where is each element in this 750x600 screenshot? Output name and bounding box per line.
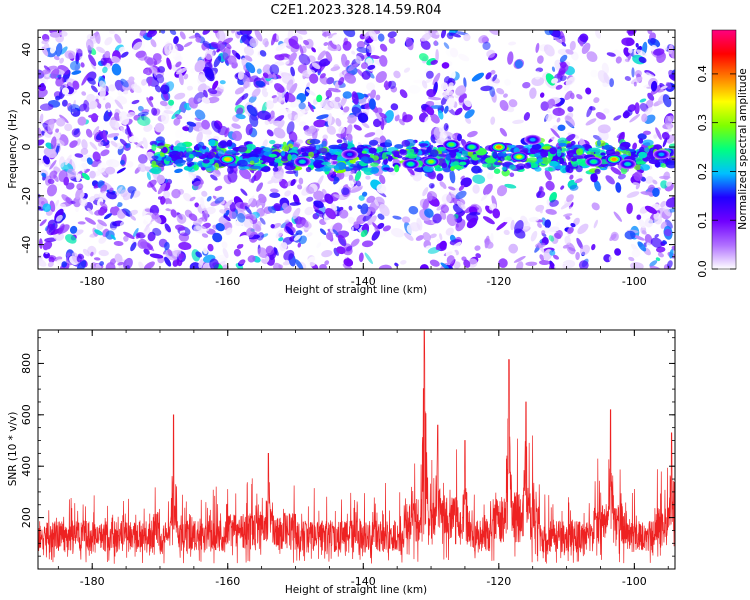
- hotspot-12: [619, 159, 637, 170]
- y-tick-label: 600: [20, 404, 33, 425]
- hotspot-7: [490, 142, 508, 153]
- x-tick-label: -160: [215, 575, 240, 588]
- snr-frame: [37, 329, 676, 570]
- y-tick-label: -40: [20, 236, 33, 254]
- spectrogram-y-label: Frequency (Hz): [7, 109, 19, 188]
- hotspot-8: [510, 151, 528, 162]
- snr-y-label: SNR (10 * v/v): [7, 412, 19, 487]
- spectrogram-ticks: -180 -160 -140 -120 -100 -40 -20 0 20 40: [20, 30, 675, 288]
- y-tick-label: 400: [20, 456, 33, 477]
- hotspot-10: [585, 156, 603, 167]
- colorbar-tick-label: 0.0: [696, 260, 709, 278]
- colorbar-tick-label: 0.2: [696, 163, 709, 181]
- y-tick-label: 200: [20, 507, 33, 528]
- y-tick-label: 0: [20, 144, 33, 151]
- hotspot-9: [524, 134, 542, 145]
- hotspot-13: [652, 149, 670, 160]
- colorbar-tick-label: 0.1: [696, 211, 709, 229]
- colorbar-tick-label: 0.4: [696, 65, 709, 83]
- x-tick-label: -120: [486, 275, 511, 288]
- y-tick-label: -20: [20, 187, 33, 205]
- hotspot-2: [341, 149, 359, 160]
- y-tick-label: 40: [20, 43, 33, 57]
- snr-ticks: -180 -160 -140 -120 -100 200 400 600 800: [20, 330, 675, 588]
- hotspot-3: [402, 159, 420, 170]
- x-tick-label: -140: [351, 575, 376, 588]
- spectrogram-x-label: Height of straight line (km): [285, 284, 427, 296]
- hotspot-5: [442, 139, 460, 150]
- x-tick-label: -140: [351, 275, 376, 288]
- spectrogram-hotspots: [219, 134, 670, 170]
- colorbar-gradient: [712, 30, 736, 269]
- y-tick-label: 800: [20, 353, 33, 374]
- hotspot-1: [293, 156, 311, 167]
- x-tick-label: -120: [486, 575, 511, 588]
- spectrogram-panel: -180 -160 -140 -120 -100 -40 -20 0 20 40 Height o…: [7, 29, 676, 296]
- snr-series-line: [38, 330, 675, 564]
- hotspot-4: [422, 156, 440, 167]
- x-tick-label: -160: [215, 275, 240, 288]
- snr-x-label: Height of straight line (km): [285, 584, 427, 596]
- hotspot-0: [219, 154, 237, 165]
- snr-panel: -180 -160 -140 -120 -100 200 400 600 800 Height …: [7, 329, 676, 596]
- y-tick-label: 20: [20, 91, 33, 105]
- colorbar: 0.0 0.1 0.2 0.3 0.4 Normalized spectral ampl…: [696, 29, 749, 278]
- x-tick-label: -100: [622, 275, 647, 288]
- hotspot-11: [605, 154, 623, 165]
- spectrogram-image: [38, 30, 675, 269]
- colorbar-ticks: 0.0 0.1 0.2 0.3 0.4: [696, 65, 736, 278]
- x-tick-label: -100: [622, 575, 647, 588]
- spectrogram-frame: [37, 29, 676, 270]
- colorbar-frame: [711, 29, 737, 270]
- x-tick-label: -180: [80, 275, 105, 288]
- colorbar-label: Normalized spectral amplitude: [737, 68, 749, 229]
- figure-title: C2E1.2023.328.14.59.R04: [270, 3, 441, 18]
- colorbar-tick-label: 0.3: [696, 114, 709, 131]
- x-tick-label: -180: [80, 575, 105, 588]
- hotspot-6: [463, 142, 481, 153]
